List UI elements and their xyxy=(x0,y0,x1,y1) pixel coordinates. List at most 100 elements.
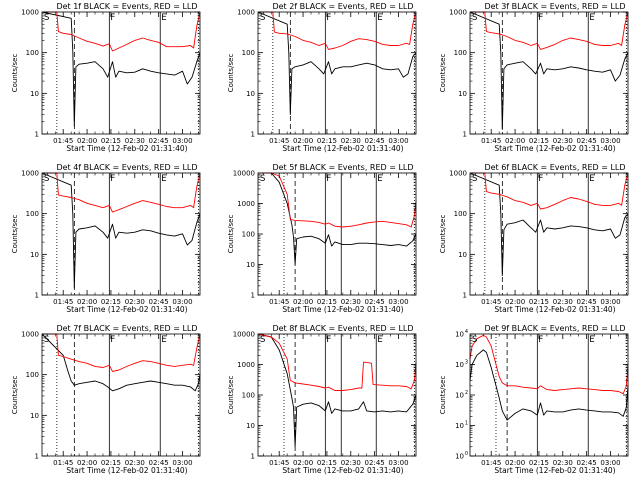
marker-e: E xyxy=(377,335,382,345)
y-tick-label: 100 xyxy=(454,49,467,57)
chart-title: Det 6f BLACK = Events, RED = LLD xyxy=(484,163,625,172)
x-tick-label: 02:30 xyxy=(341,137,361,145)
y-tick-label: 10 xyxy=(246,90,255,98)
chart-title: Det 5f BLACK = Events, RED = LLD xyxy=(272,163,413,172)
x-axis-label: Start Time (12-Feb-02 01:31:40) xyxy=(494,305,615,314)
x-tick-label: 02:15 xyxy=(101,137,121,145)
y-tick-exponent: 0 xyxy=(465,451,468,457)
y-tick-label: 1 xyxy=(35,131,39,139)
panel-6: Det 6f BLACK = Events, RED = LLD S F E 1 10 10… xyxy=(439,163,629,314)
x-axis-label: Start Time (12-Feb-02 01:31:40) xyxy=(66,305,187,314)
x-tick-label: 03:00 xyxy=(600,459,620,467)
series-line-events xyxy=(41,11,201,127)
y-tick-label: 100 xyxy=(242,231,255,239)
x-tick-label: 02:15 xyxy=(317,459,337,467)
y-tick-exponent: 1 xyxy=(465,421,468,427)
plot-frame xyxy=(469,172,629,296)
x-tick-label: 03:00 xyxy=(172,298,192,306)
series-line-events xyxy=(41,333,201,392)
marker-s: S xyxy=(44,174,49,184)
y-axis-label: Counts/sec xyxy=(11,54,19,93)
y-tick-label: 1 xyxy=(251,292,255,300)
series-line-lld xyxy=(42,333,201,372)
plot-frame xyxy=(469,333,629,457)
y-axis-label: Counts/sec xyxy=(11,376,19,415)
y-axis-label: Counts/sec xyxy=(11,215,19,254)
y-tick-label: 1 xyxy=(251,453,255,461)
marker-e: E xyxy=(377,174,382,184)
y-tick-label: 1000 xyxy=(21,331,39,339)
y-tick-label: 10 xyxy=(30,251,39,259)
x-tick-label: 03:00 xyxy=(600,298,620,306)
marker-e: E xyxy=(377,13,382,23)
y-tick-label: 10 xyxy=(458,90,467,98)
marker-f: F xyxy=(538,335,543,345)
chart-title: Det 3f BLACK = Events, RED = LLD xyxy=(484,2,625,11)
marker-f: F xyxy=(110,174,115,184)
x-tick-label: 02:15 xyxy=(529,298,549,306)
y-tick-label: 10 xyxy=(455,392,464,400)
plot-frame xyxy=(41,172,201,296)
x-tick-label: 01:45 xyxy=(269,137,289,145)
series-line-lld xyxy=(470,11,629,50)
y-tick-label: 1 xyxy=(35,453,39,461)
y-axis-label: Counts/sec xyxy=(439,215,447,254)
series-line-lld xyxy=(258,11,417,50)
y-tick-label: 10 xyxy=(455,453,464,461)
x-tick-label: 03:00 xyxy=(600,137,620,145)
x-tick-label: 02:45 xyxy=(149,459,169,467)
x-tick-label: 01:45 xyxy=(53,459,73,467)
x-tick-label: 03:00 xyxy=(172,459,192,467)
y-tick-label: 10000 xyxy=(233,331,255,339)
plot-frame xyxy=(257,172,417,296)
y-tick-label: 1 xyxy=(251,131,255,139)
marker-f: F xyxy=(538,13,543,23)
x-tick-label: 01:45 xyxy=(53,298,73,306)
marker-e: E xyxy=(161,13,166,23)
x-tick-label: 02:00 xyxy=(293,459,313,467)
plot-frame xyxy=(41,11,201,135)
series-line-events xyxy=(41,172,201,289)
marker-e: E xyxy=(161,174,166,184)
x-axis-label: Start Time (12-Feb-02 01:31:40) xyxy=(494,466,615,475)
x-tick-label: 02:00 xyxy=(77,459,97,467)
x-tick-label: 02:30 xyxy=(341,459,361,467)
y-tick-label: 10 xyxy=(455,422,464,430)
series-line-lld xyxy=(257,333,417,391)
chart-title: Det 4f BLACK = Events, RED = LLD xyxy=(56,163,197,172)
x-tick-label: 02:30 xyxy=(553,137,573,145)
chart-title: Det 1f BLACK = Events, RED = LLD xyxy=(56,2,197,11)
y-tick-exponent: 3 xyxy=(465,360,468,366)
panel-3: Det 3f BLACK = Events, RED = LLD S F E 1 10 10… xyxy=(439,2,629,153)
y-tick-label: 100 xyxy=(242,49,255,57)
x-tick-label: 03:00 xyxy=(388,137,408,145)
x-tick-label: 02:45 xyxy=(365,298,385,306)
x-axis-label: Start Time (12-Feb-02 01:31:40) xyxy=(66,466,187,475)
panel-7: Det 7f BLACK = Events, RED = LLD S F E 1 10 10… xyxy=(11,324,201,475)
x-axis-label: Start Time (12-Feb-02 01:31:40) xyxy=(282,305,403,314)
y-tick-label: 1 xyxy=(463,292,467,300)
x-tick-label: 02:00 xyxy=(505,137,525,145)
y-tick-label: 1 xyxy=(463,131,467,139)
x-tick-label: 02:30 xyxy=(553,298,573,306)
x-tick-label: 02:00 xyxy=(293,137,313,145)
marker-s: S xyxy=(44,335,49,345)
series-line-events xyxy=(469,11,629,130)
y-tick-label: 1 xyxy=(35,292,39,300)
marker-e: E xyxy=(161,335,166,345)
y-tick-label: 10 xyxy=(246,422,255,430)
y-axis-label: Counts/sec xyxy=(227,215,235,254)
series-line-events xyxy=(469,172,629,277)
x-tick-label: 02:00 xyxy=(505,298,525,306)
y-tick-exponent: 2 xyxy=(465,390,468,396)
chart-title: Det 8f BLACK = Events, RED = LLD xyxy=(272,324,413,333)
marker-f: F xyxy=(110,13,115,23)
y-tick-label: 100 xyxy=(242,392,255,400)
x-tick-label: 02:15 xyxy=(101,459,121,467)
x-tick-label: 03:00 xyxy=(388,298,408,306)
series-line-events xyxy=(257,11,417,116)
series-line-lld xyxy=(42,11,201,52)
x-tick-label: 02:30 xyxy=(553,459,573,467)
x-axis-label: Start Time (12-Feb-02 01:31:40) xyxy=(494,144,615,153)
